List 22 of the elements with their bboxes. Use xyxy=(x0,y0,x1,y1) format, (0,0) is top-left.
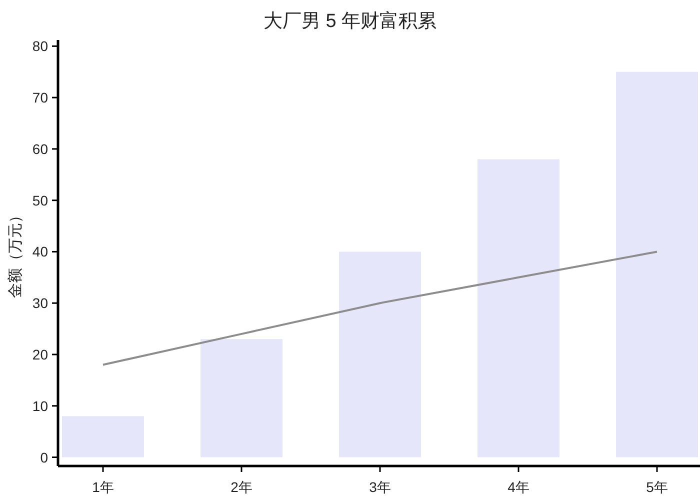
bar xyxy=(616,72,698,458)
y-tick-label: 50 xyxy=(32,192,48,208)
x-tick-label: 1年 xyxy=(92,479,114,495)
bar xyxy=(200,339,282,458)
y-tick-label: 60 xyxy=(32,140,48,157)
y-axis-title: 金额（万元） xyxy=(7,208,24,298)
line-series xyxy=(102,250,658,366)
chart-title: 大厂男 5 年财富积累 xyxy=(263,10,437,32)
y-tick-label: 0 xyxy=(40,449,48,466)
bar xyxy=(478,159,560,458)
x-tick-label: 4年 xyxy=(508,479,530,495)
x-tick-label: 5年 xyxy=(646,479,668,495)
y-tick-label: 30 xyxy=(32,295,48,312)
y-tick-label: 10 xyxy=(32,398,48,414)
y-tick-label: 80 xyxy=(32,38,48,54)
bar xyxy=(62,416,144,458)
y-tick-label: 20 xyxy=(32,346,48,362)
x-tick-label: 3年 xyxy=(369,479,391,495)
bar xyxy=(339,252,421,458)
x-tick-label: 2年 xyxy=(230,479,252,495)
y-tick-label: 70 xyxy=(32,90,48,106)
y-tick-label: 40 xyxy=(32,244,48,260)
